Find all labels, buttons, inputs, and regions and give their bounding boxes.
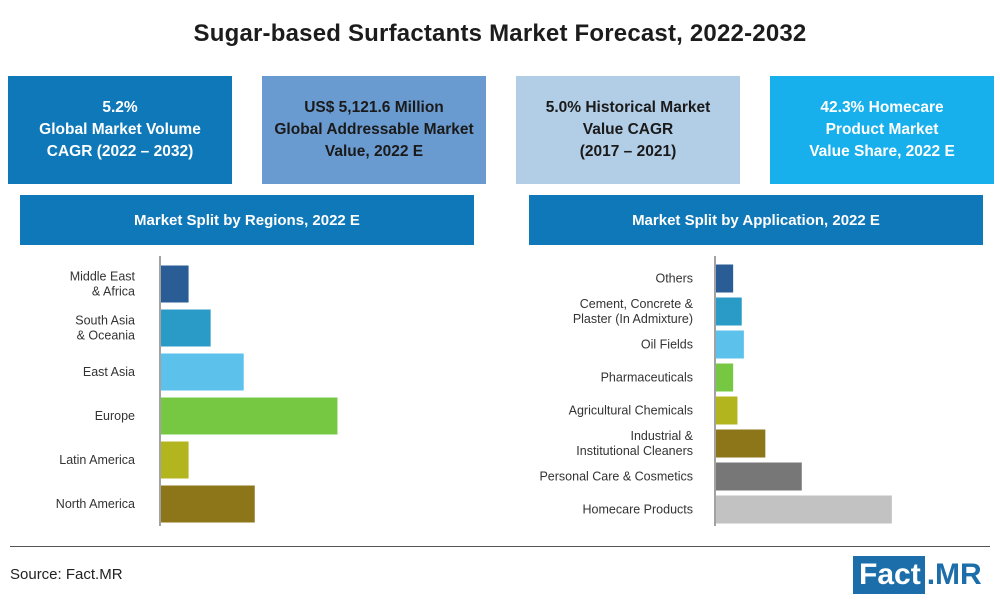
kpi-market-value: US$ 5,121.6 Million Global Addressable M… bbox=[262, 76, 486, 184]
category-label: Europe bbox=[95, 409, 135, 423]
kpi-line: 5.2% bbox=[102, 99, 138, 116]
kpi-line: Value CAGR bbox=[582, 121, 674, 138]
category-label: Oil Fields bbox=[641, 338, 693, 352]
factmr-logo: Fact .MR bbox=[853, 556, 982, 594]
kpi-line: Product Market bbox=[825, 121, 939, 138]
category-label: Middle East & Africa bbox=[70, 270, 136, 299]
bar bbox=[161, 441, 189, 479]
page-title: Sugar-based Surfactants Market Forecast,… bbox=[193, 20, 807, 47]
kpi-line: US$ 5,121.6 Million bbox=[304, 99, 444, 116]
category-label: Others bbox=[655, 272, 693, 286]
kpi-homecare-share: 42.3% Homecare Product Market Value Shar… bbox=[770, 76, 994, 184]
category-label: Pharmaceuticals bbox=[601, 371, 693, 385]
application-bar-chart: Others Cement, Concrete & Plaster (In Admi… bbox=[539, 256, 892, 526]
kpi-line: CAGR (2022 – 2032) bbox=[46, 143, 194, 160]
logo-text-right: .MR bbox=[926, 558, 982, 591]
bar bbox=[161, 397, 338, 435]
bar bbox=[716, 396, 738, 425]
kpi-line: Value, 2022 E bbox=[324, 143, 424, 160]
bar bbox=[716, 363, 734, 392]
bar bbox=[716, 495, 892, 524]
kpi-line: Global Addressable Market bbox=[274, 121, 474, 138]
bar bbox=[161, 353, 244, 391]
kpi-line: (2017 – 2021) bbox=[579, 143, 677, 160]
category-label: Homecare Products bbox=[583, 503, 693, 517]
category-label: Industrial & Institutional Cleaners bbox=[576, 429, 693, 458]
bar bbox=[161, 485, 255, 523]
footer-divider bbox=[10, 546, 990, 547]
regions-panel-header: Market Split by Regions, 2022 E bbox=[20, 195, 474, 245]
application-panel-header: Market Split by Application, 2022 E bbox=[529, 195, 983, 245]
kpi-historical-cagr: 5.0% Historical Market Value CAGR (2017 … bbox=[516, 76, 740, 184]
bar bbox=[716, 429, 766, 458]
kpi-line: 5.0% Historical Market bbox=[545, 99, 711, 116]
kpi-volume-cagr: 5.2% Global Market Volume CAGR (2022 – 2… bbox=[8, 76, 232, 184]
regions-bar-chart: Middle East & Africa South Asia & Oceania Ea… bbox=[56, 256, 338, 526]
category-label: Agricultural Chemicals bbox=[569, 404, 693, 418]
category-label: South Asia & Oceania bbox=[75, 314, 135, 343]
category-label: Latin America bbox=[59, 453, 135, 467]
bar bbox=[161, 265, 189, 303]
kpi-line: Global Market Volume bbox=[39, 121, 201, 138]
bar bbox=[716, 297, 742, 326]
bar bbox=[716, 462, 802, 491]
bar bbox=[716, 330, 744, 359]
kpi-line: Value Share, 2022 E bbox=[809, 143, 955, 160]
category-label: East Asia bbox=[83, 365, 135, 379]
category-label: North America bbox=[56, 497, 135, 511]
kpi-line: 42.3% Homecare bbox=[820, 99, 944, 116]
category-label: Personal Care & Cosmetics bbox=[539, 470, 693, 484]
source-note: Source: Fact.MR bbox=[10, 566, 123, 583]
bar bbox=[161, 309, 211, 347]
bar bbox=[716, 264, 734, 293]
logo-text-left: Fact bbox=[853, 556, 925, 594]
category-label: Cement, Concrete & Plaster (In Admixture) bbox=[573, 297, 694, 326]
